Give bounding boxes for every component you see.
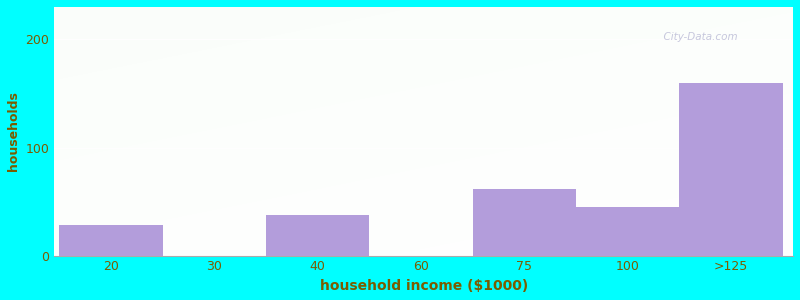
Bar [59,225,162,256]
Bar [266,214,370,256]
Text: City-Data.com: City-Data.com [657,32,738,42]
Bar [679,82,782,256]
Bar [576,207,679,256]
Bar [473,189,576,256]
X-axis label: household income ($1000): household income ($1000) [319,279,528,293]
Y-axis label: households: households [7,92,20,171]
